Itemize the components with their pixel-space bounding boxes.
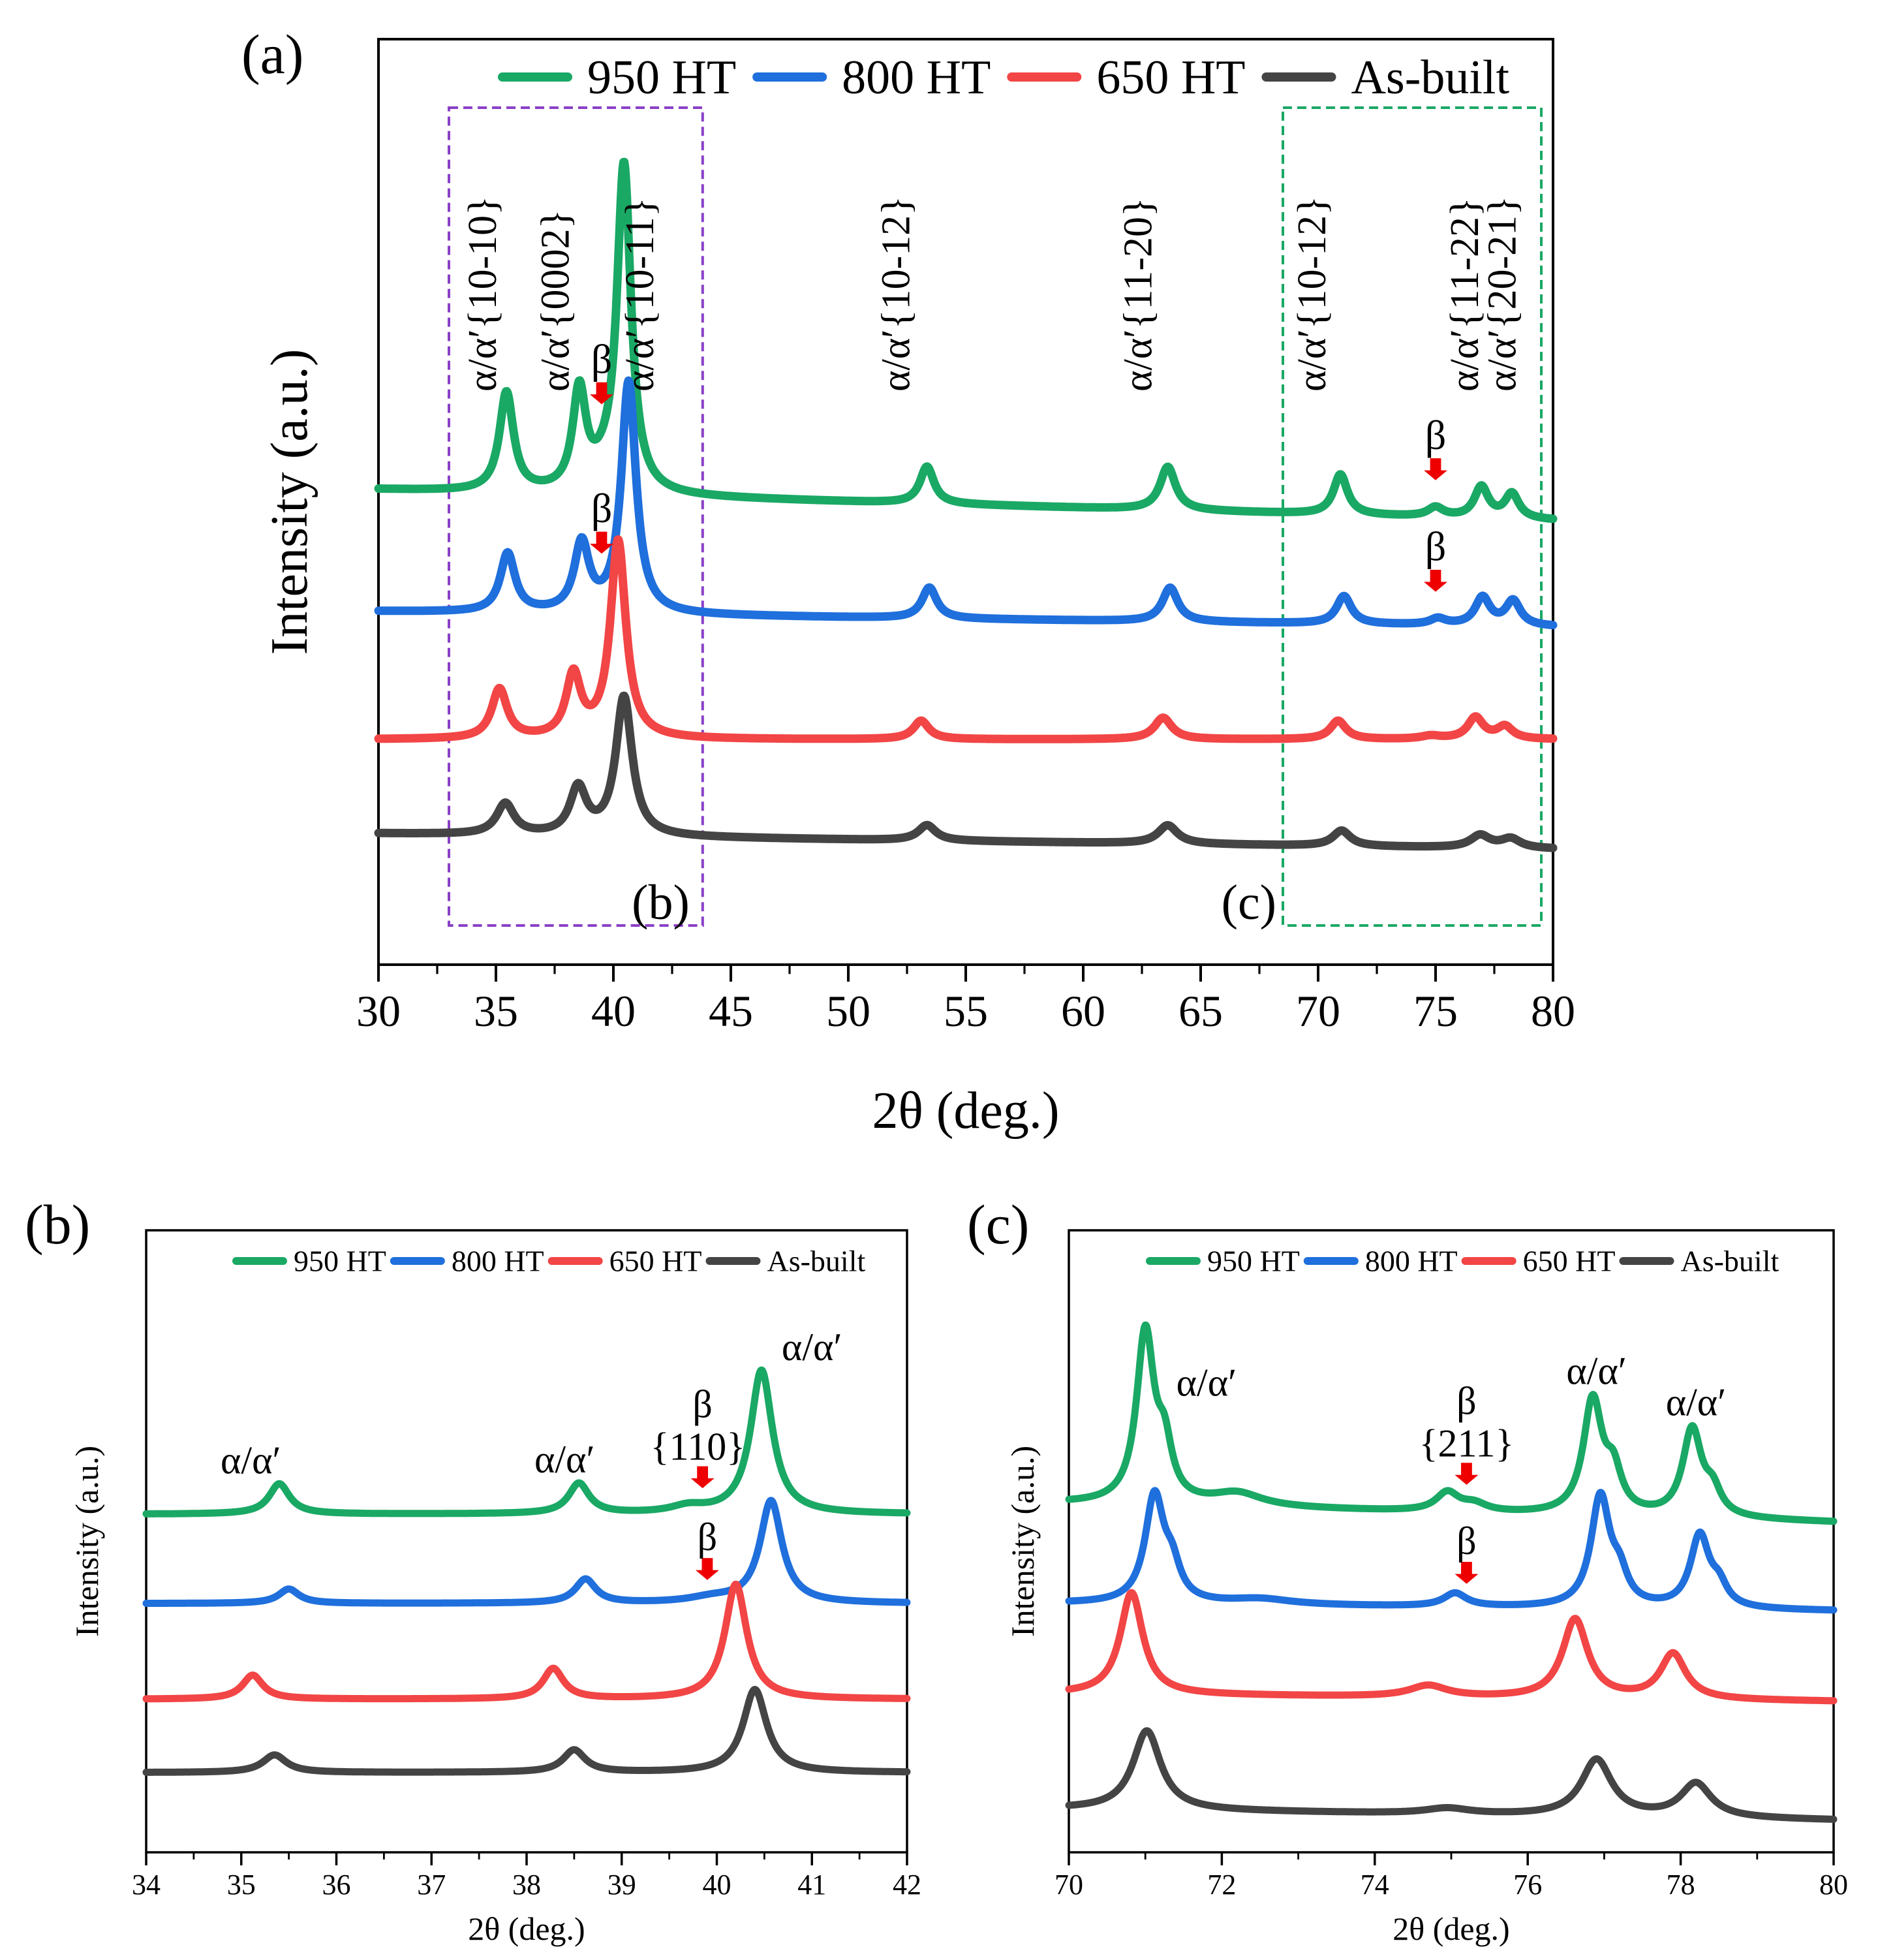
x-axis-label: 2θ (deg.)	[1393, 1910, 1509, 1947]
peak-label: α/α′{11-20}	[1116, 197, 1160, 392]
x-tick-label: 72	[1207, 1869, 1236, 1901]
x-tick-label: 42	[893, 1869, 921, 1901]
beta-label: β	[1425, 412, 1447, 458]
series-line-as-built	[374, 691, 1558, 852]
legend-label: As-built	[767, 1245, 865, 1278]
inset-box-label: (c)	[1222, 875, 1276, 930]
x-tick-label: 78	[1667, 1869, 1695, 1901]
legend-label: 800 HT	[842, 51, 991, 104]
peak-label: α/α′{0002}	[534, 210, 578, 392]
series-line-650-ht	[142, 1580, 911, 1703]
alpha-label: α/α′	[534, 1438, 595, 1481]
panel-a-label: (a)	[241, 23, 303, 86]
y-axis-label: Intensity (a.u.)	[261, 349, 318, 655]
series-line-as-built	[1065, 1727, 1838, 1823]
alpha-label: α/α′	[1666, 1381, 1727, 1424]
peak-label: α/α′{10-11}	[618, 197, 662, 392]
x-tick-label: 35	[227, 1869, 256, 1901]
peak-label: α/α′{11-22}	[1443, 197, 1487, 392]
x-tick-label: 34	[132, 1869, 161, 1901]
x-axis-label: 2θ (deg.)	[872, 1082, 1059, 1140]
series-line-950-ht	[142, 1366, 911, 1517]
legend-label: 950 HT	[1207, 1245, 1300, 1278]
alpha-label: α/α′	[782, 1326, 842, 1369]
x-tick-label: 80	[1819, 1869, 1848, 1901]
alpha-label: α/α′	[1177, 1361, 1237, 1405]
series-line-950-ht	[1065, 1321, 1838, 1525]
inset-box-label: (b)	[632, 875, 690, 930]
x-tick-label: 80	[1531, 986, 1575, 1036]
x-tick-label: 38	[512, 1869, 541, 1901]
x-axis-label: 2θ (deg.)	[468, 1910, 585, 1947]
beta-arrow	[590, 531, 613, 554]
peak-label: α/α′{10-10}	[461, 196, 505, 392]
x-tick-label: 60	[1061, 986, 1105, 1036]
beta-arrow	[690, 1466, 715, 1489]
plot-frame	[1068, 1229, 1835, 1854]
series-line-650-ht	[1065, 1589, 1838, 1705]
x-tick-label: 50	[826, 986, 870, 1036]
legend-label: 950 HT	[587, 51, 736, 104]
peak-label: α/α′{10-12}	[1290, 196, 1334, 392]
peak-label: α/α′{20-21}	[1480, 196, 1524, 392]
x-tick-label: 39	[608, 1869, 636, 1901]
beta-arrow	[1455, 1562, 1479, 1584]
peak-label: α/α′{10-12}	[874, 196, 919, 392]
legend-label: 650 HT	[1096, 51, 1245, 104]
legend-label: As-built	[1680, 1245, 1779, 1278]
series-line-950-ht	[374, 157, 1558, 523]
beta-label: β	[698, 1516, 718, 1559]
beta-label: β	[591, 335, 613, 382]
legend-label: 950 HT	[294, 1245, 386, 1278]
x-tick-label: 55	[944, 986, 988, 1036]
legend-label: 650 HT	[1523, 1245, 1616, 1278]
y-axis-label: Intensity (a.u.)	[1004, 1446, 1041, 1637]
panel-b: 34 35 36 37 38 39 40 41 42 2θ (deg.) Intensity (a.…	[69, 1229, 921, 1947]
series-line-800-ht	[1065, 1487, 1838, 1614]
beta-label: β	[692, 1383, 713, 1426]
series-line-800-ht	[142, 1497, 911, 1607]
beta-label: β	[1425, 523, 1447, 570]
x-tick-label: 70	[1296, 986, 1340, 1036]
alpha-label: α/α′	[221, 1439, 281, 1482]
beta-arrow	[1424, 458, 1447, 480]
beta-plane-label: {211}	[1419, 1422, 1514, 1465]
inset-box	[448, 106, 704, 927]
panel-c: 70 72 74 76 78 80 2θ (deg.) Intensity (a.u.) α/α…	[1004, 1229, 1848, 1947]
beta-label: β	[1456, 1519, 1477, 1563]
x-tick-label: 74	[1361, 1869, 1389, 1901]
x-tick-label: 65	[1178, 986, 1223, 1036]
beta-arrow	[695, 1558, 719, 1580]
series-line-as-built	[142, 1686, 911, 1776]
beta-label: β	[1456, 1379, 1477, 1422]
legend-label: 800 HT	[1365, 1245, 1458, 1278]
x-tick-label: 30	[356, 986, 401, 1036]
x-tick-label: 70	[1054, 1869, 1083, 1901]
legend-label: 650 HT	[609, 1245, 702, 1278]
legend-label: 800 HT	[452, 1245, 544, 1278]
panel-a: 30 35 40 45 50 55 60 65 70 75 80 2θ (deg.) Intensity…	[261, 38, 1575, 1140]
series-line-800-ht	[374, 376, 1558, 630]
series-line-650-ht	[374, 535, 1558, 743]
panel-b-label: (b)	[25, 1193, 90, 1256]
beta-arrow	[1455, 1463, 1479, 1485]
x-tick-label: 40	[703, 1869, 731, 1901]
x-tick-label: 37	[417, 1869, 446, 1901]
legend-label: As-built	[1351, 51, 1509, 104]
panel-c-label: (c)	[967, 1193, 1029, 1256]
x-tick-label: 41	[797, 1869, 826, 1901]
x-tick-label: 36	[322, 1869, 351, 1901]
x-tick-label: 75	[1413, 986, 1458, 1036]
alpha-label: α/α′	[1566, 1350, 1627, 1393]
beta-plane-label: {110}	[651, 1425, 745, 1469]
beta-arrow	[1424, 570, 1447, 592]
x-tick-label: 40	[591, 986, 636, 1036]
x-tick-label: 45	[709, 986, 753, 1036]
x-tick-label: 35	[474, 986, 518, 1036]
beta-label: β	[591, 485, 613, 531]
beta-arrow	[590, 382, 613, 405]
y-axis-label: Intensity (a.u.)	[69, 1446, 105, 1637]
x-tick-label: 76	[1513, 1869, 1542, 1901]
